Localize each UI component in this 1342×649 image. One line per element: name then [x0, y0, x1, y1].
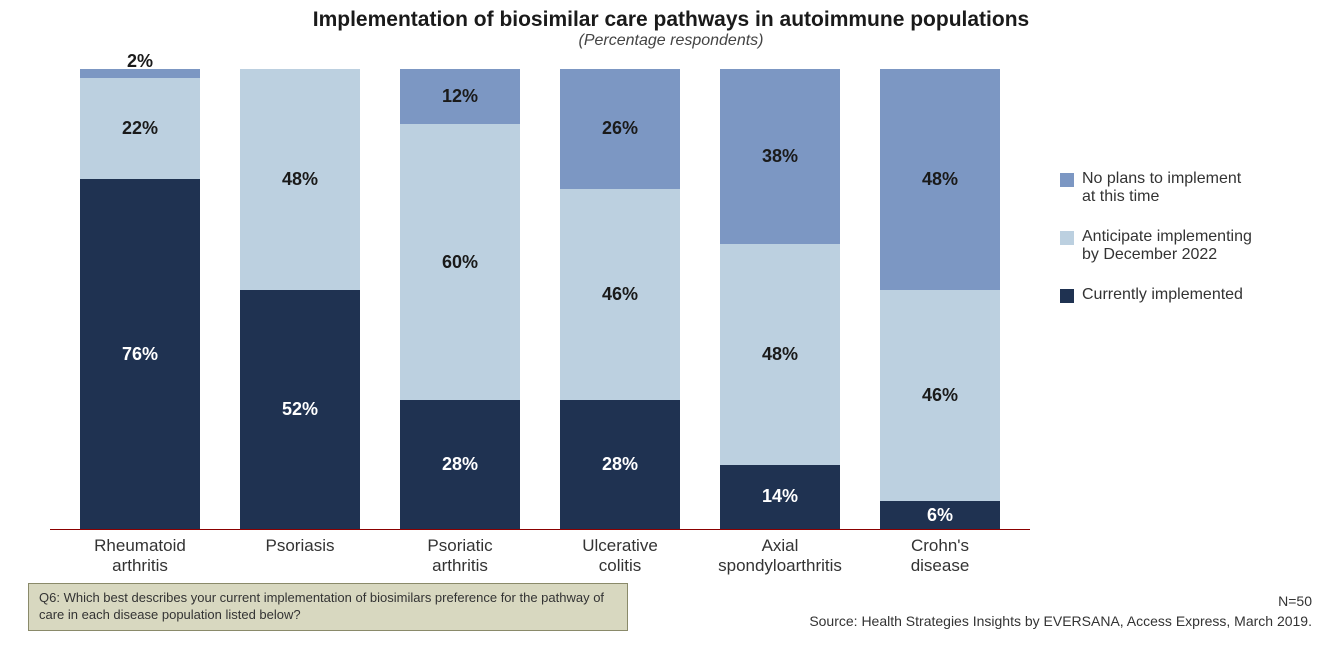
bar-segment: 52% [240, 290, 360, 529]
stacked-bar: 28% 46% 26% [560, 69, 680, 529]
bar-segment: 38% [720, 69, 840, 244]
bar-segment: 46% [880, 290, 1000, 502]
bar-segment: 60% [400, 124, 520, 400]
segment-label: 2% [127, 51, 153, 72]
bar-column: 28% 60% 12% [390, 69, 530, 529]
category-label: Psoriasis [230, 536, 370, 577]
segment-label: 48% [282, 169, 318, 190]
segment-label: 48% [922, 169, 958, 190]
segment-label: 22% [122, 118, 158, 139]
bar-column: 14% 48% 38% [710, 69, 850, 529]
bar-segment: 6% [880, 501, 1000, 529]
legend-swatch [1060, 289, 1074, 303]
segment-label: 26% [602, 118, 638, 139]
legend-label: No plans to implementat this time [1082, 170, 1241, 206]
segment-label: 28% [442, 454, 478, 475]
segment-label: 60% [442, 252, 478, 273]
source-text: Source: Health Strategies Insights by EV… [809, 613, 1312, 629]
bar-segment: 76% [80, 179, 200, 529]
bar-segment: 48% [720, 244, 840, 465]
legend-label: Currently implemented [1082, 286, 1243, 304]
segment-label: 14% [762, 486, 798, 507]
legend-item: Currently implemented [1060, 286, 1290, 304]
legend-item: No plans to implementat this time [1060, 170, 1290, 206]
bar-segment: 22% [80, 78, 200, 179]
segment-label: 46% [602, 284, 638, 305]
stacked-bar: 14% 48% 38% [720, 69, 840, 529]
bar-segment: 26% [560, 69, 680, 189]
bar-column: 76% 22% 2% [70, 69, 210, 529]
stacked-bar: 52% 48% [240, 69, 360, 529]
segment-label: 6% [927, 505, 953, 526]
legend-swatch [1060, 231, 1074, 245]
stacked-bar: 28% 60% 12% [400, 69, 520, 529]
bar-column: 28% 46% 26% [550, 69, 690, 529]
category-label: Rheumatoidarthritis [70, 536, 210, 577]
chart-body: 76% 22% 2% 52% 48% 28% 60% 12% 28% 46% 26% 14% 48% 38… [50, 70, 1290, 577]
bar-segment: 46% [560, 189, 680, 401]
legend-label: Anticipate implementingby December 2022 [1082, 228, 1252, 264]
chart-header: Implementation of biosimilar care pathwa… [0, 0, 1342, 50]
segment-label: 28% [602, 454, 638, 475]
n-label: N=50 [1278, 593, 1312, 609]
segment-label: 52% [282, 399, 318, 420]
bar-segment: 14% [720, 465, 840, 529]
bar-segment: 28% [560, 400, 680, 529]
legend-swatch [1060, 173, 1074, 187]
chart-subtitle: (Percentage respondents) [0, 32, 1342, 50]
category-label: Crohn'sdisease [870, 536, 1010, 577]
bar-column: 6% 46% 48% [870, 69, 1010, 529]
bar-segment: 28% [400, 400, 520, 529]
chart-title: Implementation of biosimilar care pathwa… [0, 8, 1342, 32]
segment-label: 76% [122, 344, 158, 365]
stacked-bar: 76% 22% 2% [80, 69, 200, 529]
category-label: Ulcerativecolitis [550, 536, 690, 577]
legend: No plans to implementat this time Anticip… [1030, 70, 1290, 577]
category-label: Axialspondyloarthritis [710, 536, 850, 577]
question-box: Q6: Which best describes your current im… [28, 583, 628, 631]
category-labels: Rheumatoidarthritis Psoriasis Psoriaticart… [50, 530, 1030, 577]
legend-item: Anticipate implementingby December 2022 [1060, 228, 1290, 264]
segment-label: 48% [762, 344, 798, 365]
plot-area: 76% 22% 2% 52% 48% 28% 60% 12% 28% 46% 26% 14% 48% 38… [50, 70, 1030, 530]
bar-segment: 48% [240, 69, 360, 290]
bar-column: 52% 48% [230, 69, 370, 529]
category-label: Psoriaticarthritis [390, 536, 530, 577]
segment-label: 12% [442, 86, 478, 107]
segment-label: 46% [922, 385, 958, 406]
segment-label: 38% [762, 146, 798, 167]
bar-segment: 12% [400, 69, 520, 124]
bar-segment: 2% [80, 69, 200, 78]
stacked-bar: 6% 46% 48% [880, 69, 1000, 529]
bar-segment: 48% [880, 69, 1000, 290]
bars-row: 76% 22% 2% 52% 48% 28% 60% 12% 28% 46% 26% 14% 48% 38… [50, 70, 1030, 529]
